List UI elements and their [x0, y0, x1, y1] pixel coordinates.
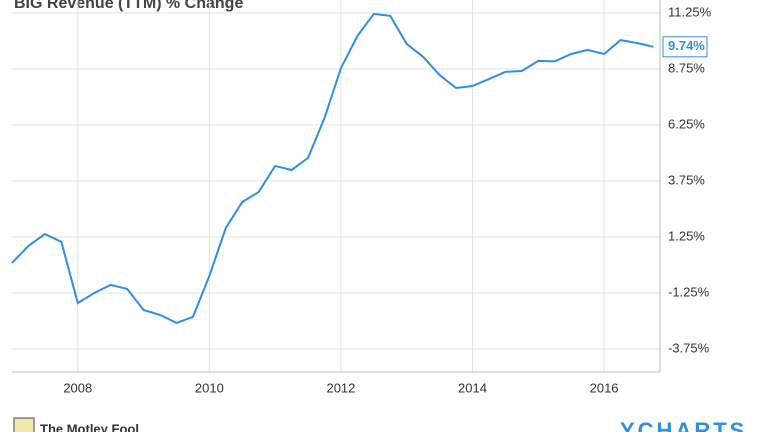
footer-right: YCHARTS: [620, 418, 747, 432]
y-tick-label: 6.25%: [668, 116, 705, 131]
y-tick-label: 1.25%: [668, 228, 705, 243]
x-tick-label: 2014: [458, 380, 487, 395]
footer-left: The Motley Fool: [40, 421, 139, 432]
logo-icon: [13, 417, 35, 432]
x-tick-label: 2010: [195, 380, 224, 395]
value-label: 9.74%: [668, 38, 705, 53]
line-series: [11, 12, 654, 325]
grid: [12, 0, 660, 372]
chart-title: BIG Revenue (TTM) % Change: [14, 0, 243, 12]
x-tick-label: 2012: [326, 380, 355, 395]
y-tick-label: 3.75%: [668, 172, 705, 187]
footer-logo: [13, 417, 35, 432]
x-tick-label: 2008: [63, 380, 92, 395]
y-tick-label: 11.25%: [668, 4, 712, 19]
x-tick-label: 2016: [590, 380, 619, 395]
y-tick-label: -3.75%: [668, 340, 710, 355]
y-tick-label: -1.25%: [668, 284, 710, 299]
value-label-box: [662, 36, 708, 58]
y-tick-label: 8.75%: [668, 60, 705, 75]
